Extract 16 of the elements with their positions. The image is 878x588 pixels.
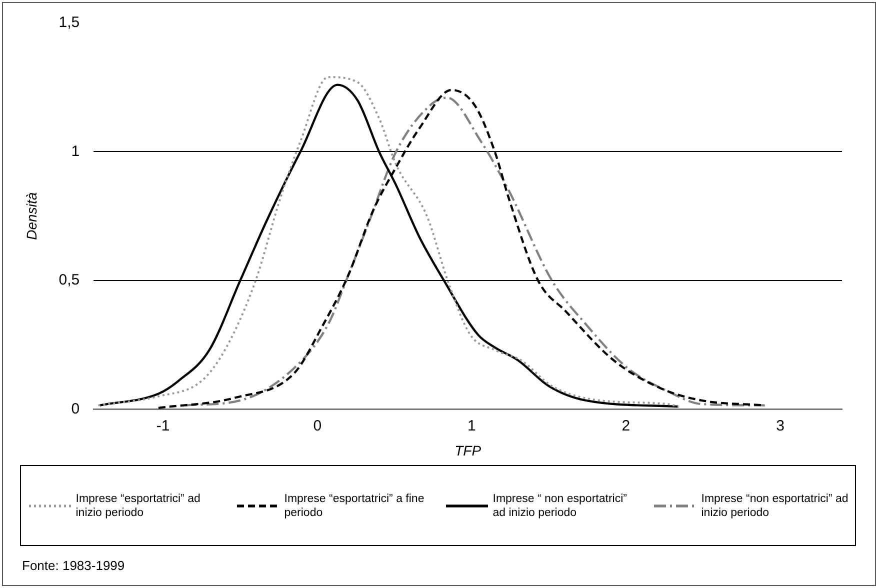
x-tick-label: 1 [468, 417, 476, 434]
legend-label: Imprese “esportatrici” a fine periodo [284, 492, 426, 520]
legend-label: Imprese “ non esportatrici” ad inizio periodo [492, 492, 628, 520]
y-tick-label: 0 [71, 400, 80, 418]
x-axis-title: TFP [454, 442, 482, 458]
y-axis-title: Densità [23, 192, 40, 240]
source-note: Fonte: 1983-1999 [22, 558, 125, 573]
y-tick-label: 1 [71, 142, 80, 160]
x-tick-label: 2 [622, 417, 630, 434]
legend-label: Imprese “esportatrici” ad inizio periodo [76, 492, 202, 520]
x-tick-label: -1 [156, 417, 170, 434]
x-tick-label: 3 [776, 417, 784, 434]
legend-label: Imprese “non esportatrici” ad inizio periodo [701, 492, 848, 520]
y-tick-label: 1,5 [58, 14, 80, 32]
x-tick-label: 0 [313, 417, 322, 434]
y-tick-label: 0,5 [58, 272, 80, 289]
